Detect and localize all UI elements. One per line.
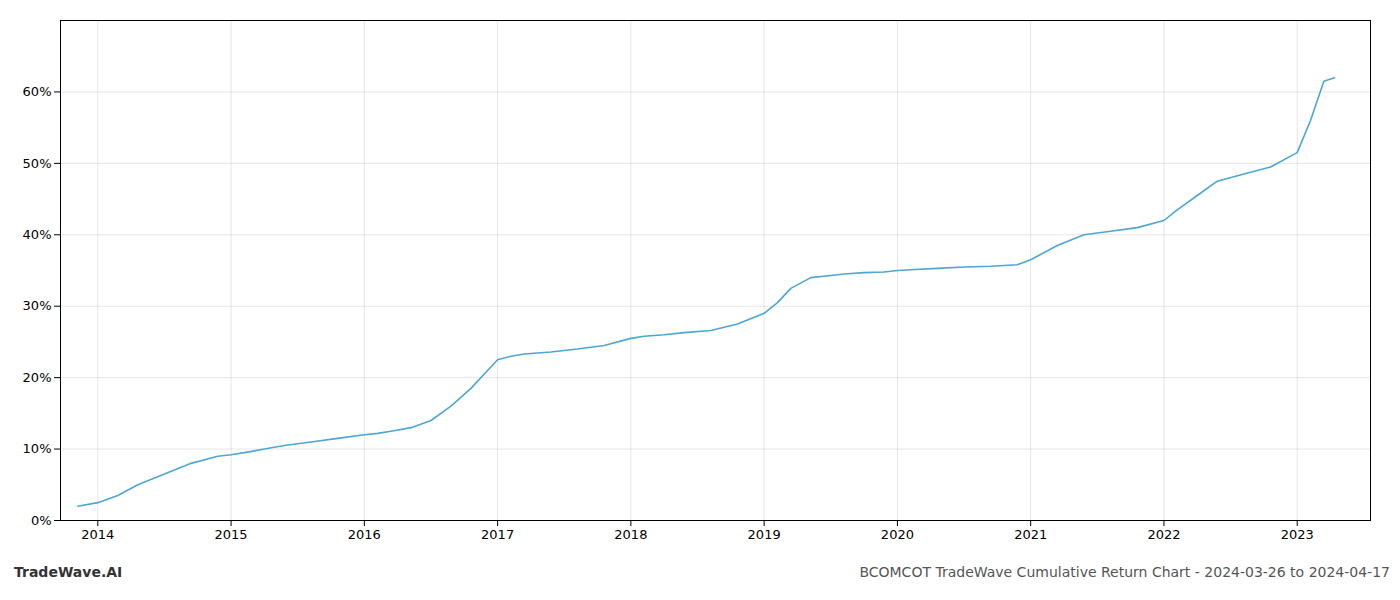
svg-text:2016: 2016 [348, 527, 381, 542]
svg-text:0%: 0% [31, 513, 52, 528]
svg-text:50%: 50% [23, 156, 52, 171]
svg-text:10%: 10% [23, 441, 52, 456]
svg-text:2018: 2018 [614, 527, 647, 542]
svg-text:2014: 2014 [81, 527, 114, 542]
svg-text:2023: 2023 [1281, 527, 1314, 542]
svg-text:30%: 30% [23, 298, 52, 313]
svg-text:2022: 2022 [1147, 527, 1180, 542]
svg-text:2015: 2015 [215, 527, 248, 542]
svg-text:2021: 2021 [1014, 527, 1047, 542]
svg-text:2020: 2020 [881, 527, 914, 542]
html-text:TradeWave.AI: TradeWave.AI [14, 564, 123, 580]
svg-text:2017: 2017 [481, 527, 514, 542]
html-text:BCOMCOT TradeWave Cumulative R: BCOMCOT TradeWave Cumulative Return Char… [859, 564, 1390, 580]
svg-text:40%: 40% [23, 227, 52, 242]
svg-text:60%: 60% [23, 84, 52, 99]
svg-text:2019: 2019 [748, 527, 781, 542]
svg-text:20%: 20% [23, 370, 52, 385]
